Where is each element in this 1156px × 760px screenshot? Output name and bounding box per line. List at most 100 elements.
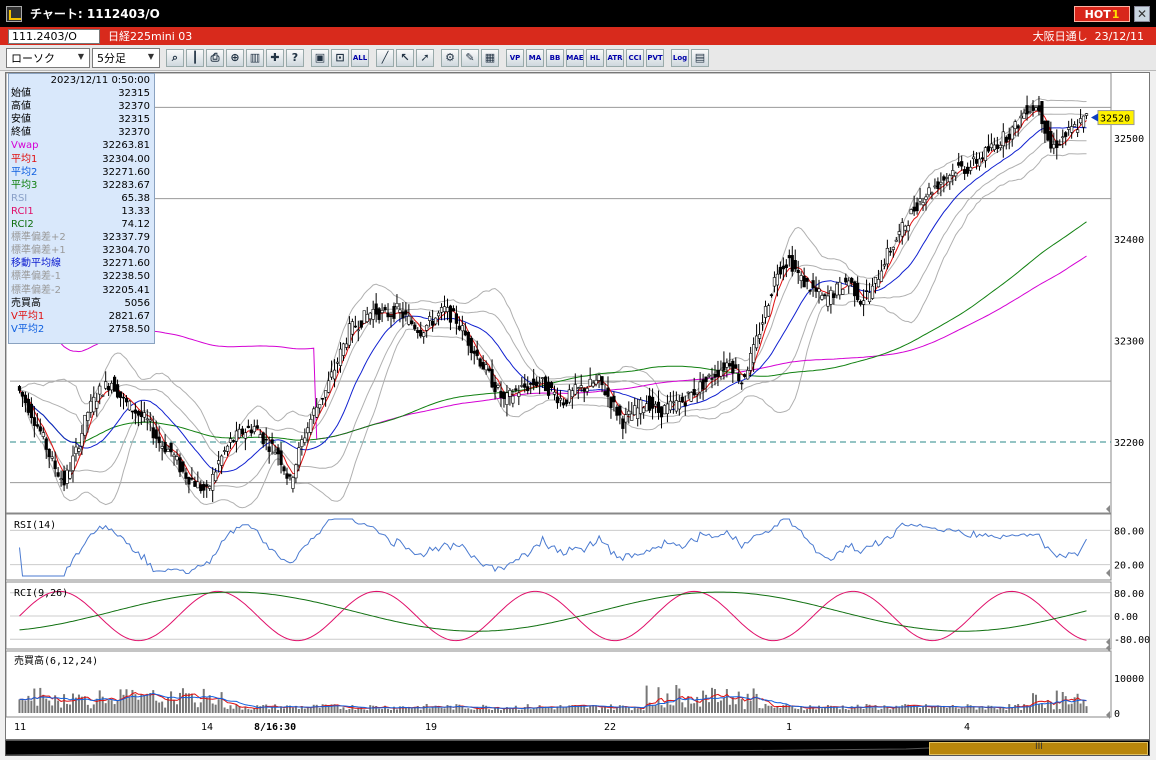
pencil-icon: ✎ [465, 51, 475, 64]
interval-select[interactable]: 5分足 ▼ [92, 47, 160, 68]
vp-tool-button[interactable]: VP [506, 48, 524, 67]
candle-body [561, 402, 566, 406]
gear-tool-button[interactable]: ⚙ [441, 48, 459, 67]
candle-body [505, 392, 509, 405]
info-label: 平均2 [11, 166, 38, 178]
hl-tool-button[interactable]: HL [586, 48, 604, 67]
candle-body [463, 330, 467, 336]
pointer-tool-button[interactable]: ↖ [396, 48, 414, 67]
close-button[interactable]: ✕ [1134, 6, 1150, 22]
volume-bar [443, 708, 446, 713]
x-tick-label: 4 [964, 722, 970, 733]
navigator-bar[interactable]: III [5, 740, 1150, 756]
volume-bar [122, 694, 125, 713]
candle-body [796, 269, 800, 274]
volume-bar [716, 702, 719, 713]
candle-body [725, 362, 729, 368]
candle-body [303, 437, 307, 443]
chart-canvas[interactable]: 32500 32400 32300 32200 32520 80.00 20.00 RSI(1… [6, 73, 1151, 741]
volume-bar [253, 708, 256, 713]
chart-type-select[interactable]: ローソク ▼ [6, 47, 90, 68]
candle-tool-button[interactable]: ▣ [311, 48, 329, 67]
volume-bar [571, 705, 574, 713]
volume-bar [823, 707, 826, 713]
zoom-tool-button[interactable]: ⊕ [226, 48, 244, 67]
atr-tool-button[interactable]: ATR [606, 48, 624, 67]
pvt-tool-button[interactable]: PVT [646, 48, 664, 67]
app-icon [6, 5, 22, 22]
symbol-meta: 大阪日通し 23/12/11 [1033, 28, 1144, 44]
arrow-tool-button[interactable]: ➚ [416, 48, 434, 67]
candle-body [431, 320, 435, 326]
volume-bar [107, 700, 110, 713]
hot-button[interactable]: HOT 1 [1074, 6, 1130, 22]
candle-body [582, 388, 586, 392]
cci-tool-button[interactable]: CCI [626, 48, 644, 67]
volume-bar [630, 710, 633, 713]
candle-body [535, 381, 539, 387]
volume-bar [455, 704, 458, 713]
volume-bar [217, 699, 220, 713]
candle-body [974, 159, 979, 164]
candle-body [731, 360, 735, 374]
info-value: 13.33 [121, 205, 150, 217]
average3-line [19, 221, 1087, 444]
candle-body [918, 198, 922, 202]
candle-body [110, 382, 114, 391]
volume-bar [871, 707, 874, 713]
volume-bar [609, 704, 612, 713]
info-row: 移動平均線 32271.60 [11, 257, 152, 270]
volume-bar [167, 697, 170, 713]
candle-body [65, 469, 69, 484]
volume-bar [850, 706, 853, 713]
volume-bar [425, 703, 428, 713]
search-tool-button[interactable]: ⌕ [166, 48, 184, 67]
info-panel: 2023/12/11 0:50:00 始値 32315 高値 32370 安値 32315… [8, 73, 155, 344]
candle-body [520, 385, 524, 387]
candle-body [487, 368, 491, 372]
crossline-tool-button[interactable]: ✚ [266, 48, 284, 67]
volume-bar [101, 696, 104, 713]
settings-tool-button[interactable]: ▤ [691, 48, 709, 67]
bb-tool-button[interactable]: BB [546, 48, 564, 67]
navigator-thumb[interactable]: III [929, 742, 1148, 755]
log-tool-button[interactable]: Log [671, 48, 689, 67]
volume-bar [868, 704, 871, 713]
print-tool-button[interactable]: ⎙ [206, 48, 224, 67]
volume-bar [259, 706, 262, 713]
range-tool-button[interactable]: ⊡ [331, 48, 349, 67]
volume-bar [502, 709, 505, 713]
help-tool-button[interactable]: ? [286, 48, 304, 67]
volume-bar [434, 705, 437, 713]
candle-body [466, 331, 470, 346]
volume-bar [737, 691, 740, 713]
chart-area[interactable]: 32500 32400 32300 32200 32520 80.00 20.00 RSI(1… [5, 72, 1150, 740]
candle-body [692, 389, 696, 396]
volume-bar [960, 707, 963, 713]
candle-body [1075, 129, 1080, 133]
volume-bar [639, 708, 642, 713]
pencil-tool-button[interactable]: ✎ [461, 48, 479, 67]
volume-bar [812, 706, 815, 713]
volume-bar [981, 706, 984, 713]
volume-bar [158, 702, 161, 713]
ma-tool-button[interactable]: MA [526, 48, 544, 67]
volume-bar [708, 702, 711, 713]
info-row: RCI2 74.12 [11, 218, 152, 231]
indicator-tool-button[interactable]: ▥ [246, 48, 264, 67]
volume-bar [598, 710, 601, 713]
volume-bar [440, 707, 443, 713]
candle-body [671, 401, 675, 404]
all-tool-button[interactable]: ALL [351, 48, 369, 67]
rci-level-label: 0.00 [1114, 612, 1138, 623]
candle-body [650, 396, 655, 409]
mae-tool-button[interactable]: MAE [566, 48, 584, 67]
line-tool-button[interactable]: ╱ [376, 48, 394, 67]
candle-body [1084, 113, 1089, 116]
info-row: 標準偏差-2 32205.41 [11, 284, 152, 297]
candle-body [873, 276, 878, 284]
palette-tool-button[interactable]: ▦ [481, 48, 499, 67]
candle-body [888, 250, 892, 253]
cursor-tool-button[interactable]: ┃ [186, 48, 204, 67]
symbol-code-field[interactable]: 111.2403/O [8, 28, 100, 44]
